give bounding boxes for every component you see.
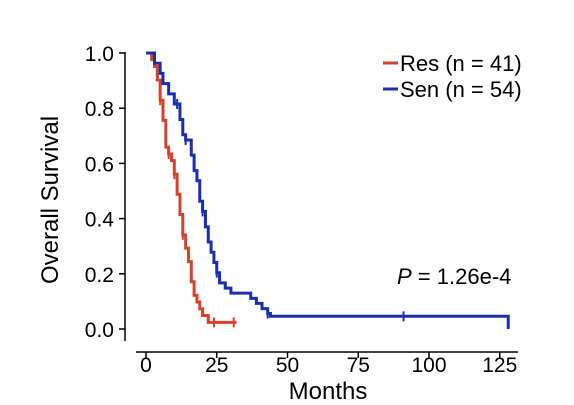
legend: Res (n = 41) Sen (n = 54) bbox=[383, 51, 522, 102]
axes bbox=[124, 52, 518, 353]
x-ticks: 0 25 50 75 100 125 bbox=[140, 352, 517, 377]
y-axis-title: Overall Survival bbox=[37, 116, 64, 284]
y-tick-label: 1.0 bbox=[85, 43, 114, 66]
survival-line-res bbox=[146, 51, 237, 324]
legend-label-res: Res (n = 41) bbox=[400, 51, 522, 76]
legend-label-sen: Sen (n = 54) bbox=[400, 77, 522, 102]
y-ticks: 0.0 0.2 0.4 0.6 0.8 1.0 bbox=[85, 43, 125, 342]
x-tick-label: 50 bbox=[276, 354, 299, 377]
y-tick-label: 0.2 bbox=[85, 264, 114, 287]
y-tick-label: 0.0 bbox=[85, 319, 114, 342]
x-tick-label: 0 bbox=[140, 354, 152, 377]
p-value-text: = 1.26e-4 bbox=[412, 264, 512, 289]
p-label: P bbox=[397, 264, 412, 289]
p-value-annotation: P = 1.26e-4 bbox=[397, 264, 511, 289]
x-tick-label: 125 bbox=[482, 354, 517, 377]
survival-curves bbox=[146, 51, 510, 329]
survival-line-sen bbox=[146, 51, 510, 329]
y-tick-label: 0.8 bbox=[85, 98, 114, 121]
x-tick-label: 100 bbox=[411, 354, 446, 377]
y-tick-label: 0.4 bbox=[85, 209, 115, 232]
y-tick-label: 0.6 bbox=[85, 153, 114, 176]
x-axis-title: Months bbox=[289, 378, 368, 405]
x-tick-label: 25 bbox=[205, 354, 228, 377]
x-tick-label: 75 bbox=[347, 354, 370, 377]
